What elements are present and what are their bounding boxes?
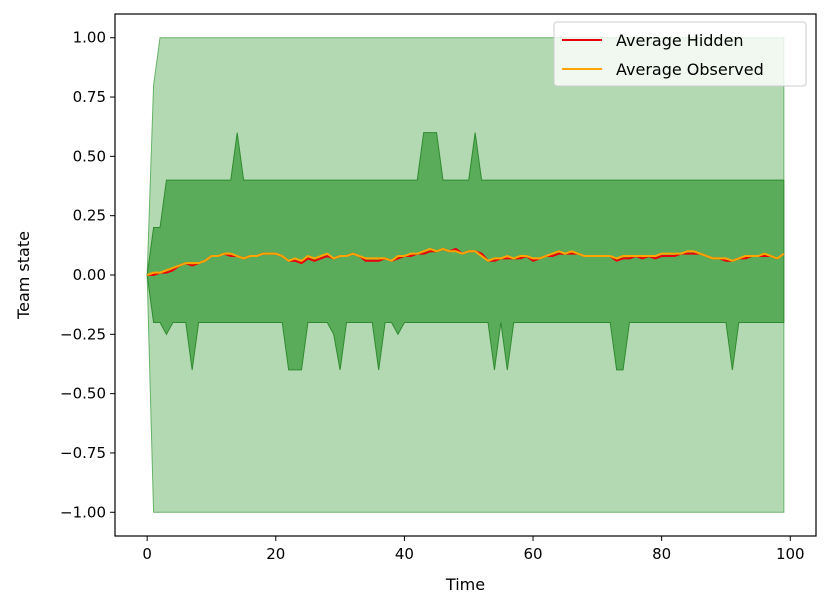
legend-box <box>553 21 807 87</box>
y-tick-label: 0.75 <box>73 88 106 106</box>
y-axis-label: Team state <box>14 231 33 320</box>
legend-label-average-observed: Average Observed <box>616 60 764 79</box>
y-tick-label: 0.00 <box>73 266 106 284</box>
y-tick-label: 1.00 <box>73 29 106 47</box>
y-tick-label: 0.50 <box>73 147 106 165</box>
y-tick-label: −0.75 <box>60 444 106 462</box>
series-line-average-observed <box>146 247 785 276</box>
x-tick-label: 20 <box>266 545 285 563</box>
series-lines <box>146 247 785 276</box>
x-axis-ticks: 0 20 40 60 80 100 <box>142 536 805 563</box>
x-axis-label: Time <box>445 575 485 594</box>
y-axis-ticks: 1.00 0.75 0.50 0.25 0.00 −0.25 −0.50 −0.75 −1.00 <box>60 29 115 521</box>
legend: Average Hidden Average Observed <box>553 21 807 87</box>
y-tick-label: −1.00 <box>60 503 106 521</box>
x-tick-label: 100 <box>776 545 805 563</box>
inner-band <box>146 132 785 371</box>
legend-label-average-hidden: Average Hidden <box>616 31 744 50</box>
y-tick-label: −0.25 <box>60 325 106 343</box>
y-tick-label: 0.25 <box>73 207 106 225</box>
x-tick-label: 40 <box>395 545 414 563</box>
y-tick-label: −0.50 <box>60 385 106 403</box>
x-tick-label: 0 <box>142 545 152 563</box>
x-tick-label: 80 <box>652 545 671 563</box>
x-tick-label: 60 <box>523 545 542 563</box>
confidence-bands <box>146 37 785 513</box>
